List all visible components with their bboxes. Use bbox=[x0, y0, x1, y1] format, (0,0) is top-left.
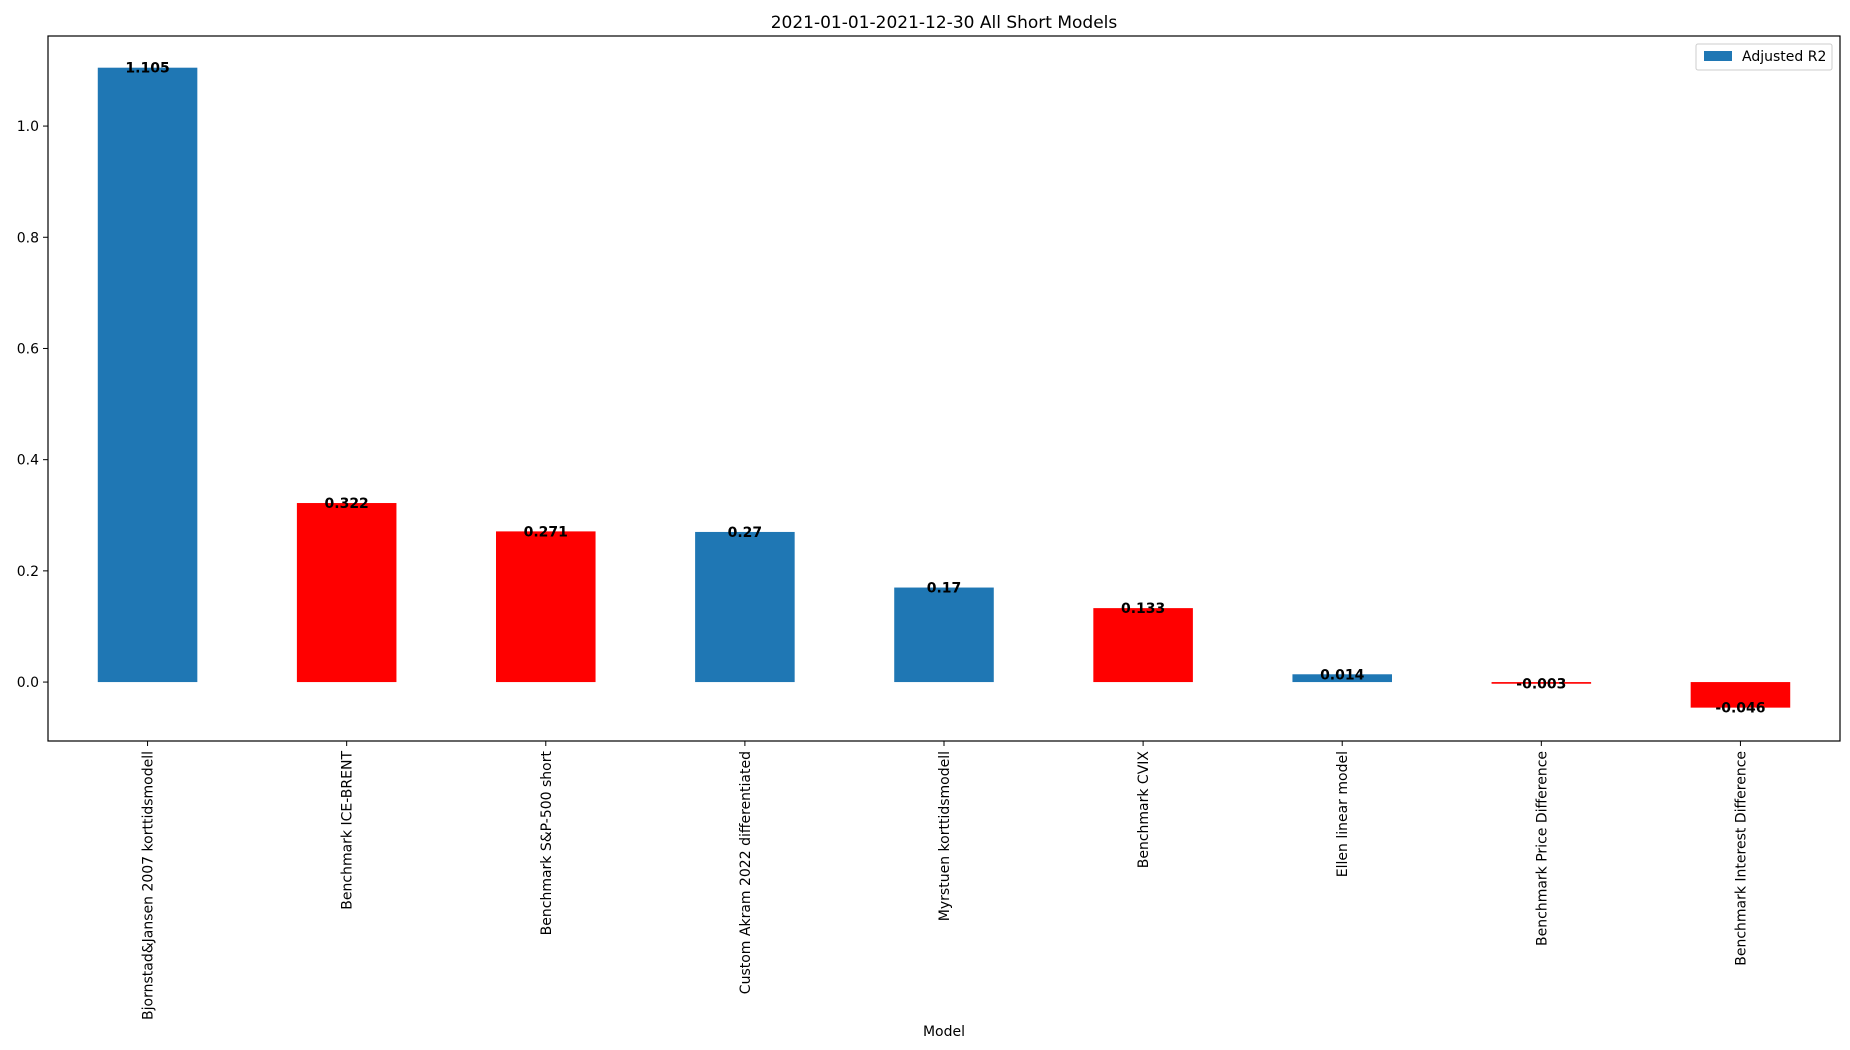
x-tick-label: Benchmark S&P-500 short bbox=[539, 751, 555, 936]
bar bbox=[1491, 682, 1592, 684]
x-tick-label: Myrstuen korttidsmodell bbox=[937, 751, 953, 921]
bar-value-label: 0.322 bbox=[325, 496, 369, 512]
legend: Adjusted R2 bbox=[1695, 43, 1833, 71]
x-tick-label: Benchmark Interest Difference bbox=[1733, 751, 1749, 966]
x-axis-label: Model bbox=[923, 1024, 965, 1040]
bar-value-label: 0.271 bbox=[524, 524, 568, 540]
y-tick-label: 1.0 bbox=[17, 119, 39, 135]
y-tick-label: 0.0 bbox=[17, 675, 39, 691]
y-tick-label: 0.6 bbox=[17, 341, 39, 357]
bar bbox=[1093, 608, 1193, 683]
chart-title: 2021-01-01-2021-12-30 All Short Models bbox=[771, 13, 1118, 33]
bar-value-label: -0.046 bbox=[1715, 701, 1765, 717]
y-tick-label: 0.8 bbox=[17, 230, 39, 246]
bar bbox=[496, 531, 596, 683]
y-tick-label: 0.4 bbox=[17, 453, 39, 469]
y-tick-label: 0.2 bbox=[17, 564, 39, 580]
bar-value-label: 0.27 bbox=[728, 525, 763, 541]
bar bbox=[1690, 682, 1791, 708]
x-tick-label: Benchmark CVIX bbox=[1136, 751, 1152, 869]
x-tick-label: Custom Akram 2022 differentiated bbox=[738, 751, 754, 994]
x-tick-label: Benchmark Price Difference bbox=[1534, 751, 1550, 946]
bar bbox=[695, 531, 795, 683]
bar bbox=[894, 587, 994, 683]
bar bbox=[296, 503, 397, 683]
bar-value-label: 0.014 bbox=[1320, 667, 1365, 683]
x-tick-label: Ellen linear model bbox=[1335, 751, 1351, 877]
legend-box bbox=[1695, 43, 1833, 71]
bar-value-label: -0.003 bbox=[1516, 677, 1566, 693]
legend-swatch-adjusted-r2 bbox=[1704, 51, 1732, 61]
bar-value-label: 0.133 bbox=[1121, 601, 1165, 617]
legend-label-adjusted-r2: Adjusted R2 bbox=[1742, 49, 1826, 65]
plot-area: 0.0 0.2 0.4 0.6 0.8 1.0 1.105 Bjornstad&Jansen … bbox=[17, 61, 1791, 1020]
bar-value-label: 1.105 bbox=[125, 61, 169, 77]
plot-frame bbox=[47, 35, 1841, 742]
bar bbox=[97, 67, 198, 683]
bar bbox=[1292, 674, 1392, 683]
bar-value-label: 0.17 bbox=[927, 581, 962, 597]
x-tick-label: Bjornstad&Jansen 2007 korttidsmodell bbox=[141, 751, 157, 1020]
x-tick-label: Benchmark ICE-BRENT bbox=[340, 751, 356, 910]
